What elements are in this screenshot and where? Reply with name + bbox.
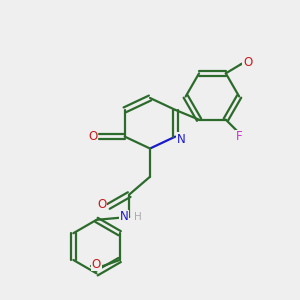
Text: N: N: [119, 210, 128, 224]
Text: O: O: [88, 130, 98, 143]
Text: O: O: [92, 258, 101, 271]
Text: O: O: [243, 56, 252, 69]
Text: O: O: [97, 199, 106, 212]
Text: H: H: [134, 212, 141, 222]
Text: F: F: [236, 130, 242, 143]
Text: N: N: [177, 133, 186, 146]
